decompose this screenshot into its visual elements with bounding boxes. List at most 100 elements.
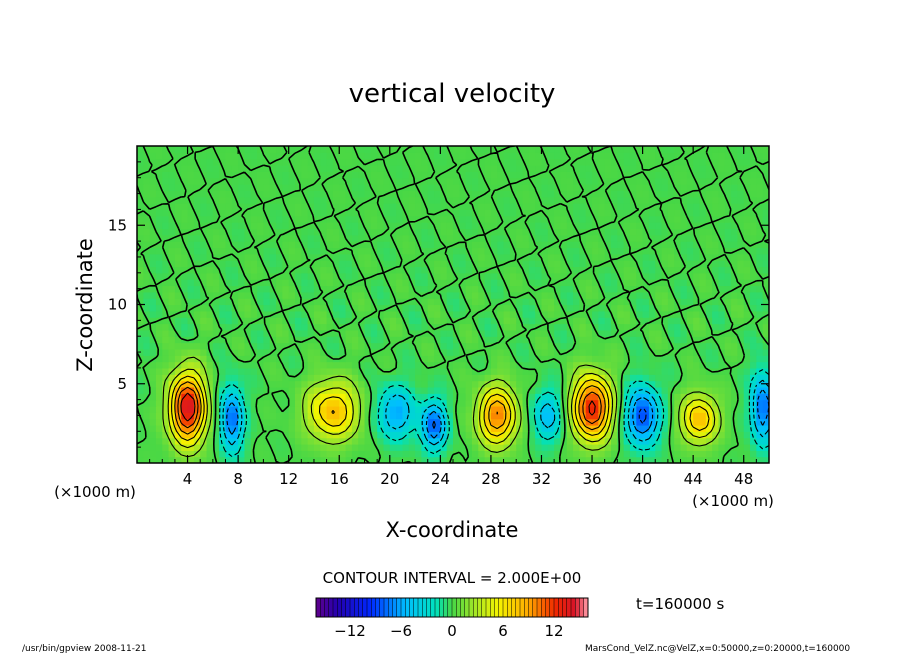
colorbar-segment	[507, 598, 512, 617]
x-tick-label: 8	[233, 470, 243, 488]
y-axis-ticks: 5 10 15	[108, 161, 769, 448]
colorbar-segment	[460, 598, 466, 617]
colorbar-segment	[456, 598, 461, 617]
contour-lines	[137, 146, 769, 463]
y-tick-label: 10	[108, 296, 127, 314]
colorbar-segment	[371, 598, 376, 617]
colorbar-segment	[384, 598, 389, 617]
colorbar-tick-label: 12	[544, 622, 563, 640]
colorbar-segment	[481, 598, 487, 617]
colorbar-segment	[439, 598, 444, 617]
colorbar-segment	[337, 598, 342, 617]
colorbar-segment	[473, 598, 478, 617]
contour-level	[174, 381, 606, 435]
velocity-field	[137, 146, 769, 463]
colorbar-segment	[367, 598, 372, 617]
x-tick-label: 20	[380, 470, 399, 488]
colorbar-segment	[405, 598, 410, 617]
x-unit-left: (×1000 m)	[54, 483, 136, 501]
colorbar-segment	[413, 598, 419, 617]
contour-interval-label: CONTOUR INTERVAL = 2.000E+00	[323, 569, 582, 587]
colorbar-segment	[350, 598, 355, 617]
colorbar-segment	[320, 598, 325, 617]
colorbar-segment	[324, 598, 330, 617]
x-axis-ticks: 4 8 12 16 20 24 28 32 36 40 44 48	[149, 146, 770, 488]
colorbar-segment	[464, 598, 470, 617]
x-axis-label: X-coordinate	[386, 518, 519, 542]
colorbar-segment	[430, 598, 436, 617]
y-tick-label: 15	[108, 216, 127, 234]
colorbar-segment	[477, 598, 483, 617]
x-tick-label: 36	[582, 470, 601, 488]
colorbar-segment	[545, 598, 551, 617]
colorbar-segment	[579, 598, 585, 617]
footer-left: /usr/bin/gpview 2008-11-21	[22, 644, 146, 654]
colorbar-segment	[566, 598, 572, 617]
contour-level	[222, 379, 769, 446]
colorbar-segment	[469, 598, 474, 617]
colorbar-segment	[409, 598, 415, 617]
colorbar-segment	[524, 598, 529, 617]
colorbar-segment	[452, 598, 457, 617]
colorbar-segment	[392, 598, 398, 617]
colorbar-segment	[498, 598, 504, 617]
colorbar-segment	[362, 598, 368, 617]
x-tick-label: 12	[279, 470, 298, 488]
colorbar-segment	[511, 598, 517, 617]
chart-title: vertical velocity	[349, 79, 556, 109]
x-tick-label: 40	[633, 470, 652, 488]
x-tick-label: 4	[183, 470, 193, 488]
colorbar-segment	[401, 598, 406, 617]
colorbar-segment	[528, 598, 534, 617]
colorbar-segment	[341, 598, 347, 617]
colorbar-segment	[554, 598, 559, 617]
colorbar-segment	[375, 598, 381, 617]
colorbar-segment	[558, 598, 563, 617]
colorbar-segment	[345, 598, 351, 617]
colorbar-segment	[418, 598, 423, 617]
colorbar-ticks: −12 −6 0 6 12	[334, 622, 563, 640]
colorbar-segment	[443, 598, 449, 617]
contour-level	[219, 369, 769, 457]
colorbar-segment	[515, 598, 521, 617]
contour-level	[167, 368, 716, 449]
x-tick-label: 44	[684, 470, 703, 488]
colorbar-tick-label: 0	[447, 622, 457, 640]
colorbar-tick-label: 6	[498, 622, 508, 640]
colorbar-segment	[379, 598, 385, 617]
colorbar-segment	[562, 598, 568, 617]
colorbar-segment	[520, 598, 525, 617]
colorbar-tick-label: −12	[334, 622, 366, 640]
colorbar-segment	[447, 598, 453, 617]
colorbar-segment	[571, 598, 576, 617]
x-unit-right: (×1000 m)	[692, 492, 774, 510]
colorbar-segment	[333, 598, 338, 617]
colorbar-tick-label: −6	[390, 622, 412, 640]
y-axis-label: Z-coordinate	[73, 238, 97, 372]
time-label: t=160000 s	[636, 595, 724, 613]
colorbar-segment	[532, 598, 538, 617]
colorbar-segment	[396, 598, 402, 617]
contour-level	[180, 392, 596, 422]
contour-level	[137, 146, 769, 463]
colorbar-segment	[503, 598, 508, 617]
colorbar-segment	[426, 598, 432, 617]
colorbar-frame	[315, 597, 589, 618]
colorbar-segment	[583, 598, 589, 617]
x-tick-label: 48	[734, 470, 753, 488]
contour-level	[177, 386, 602, 429]
colorbar	[316, 598, 589, 617]
footer-right: MarsCond_VelZ.nc@VelZ,x=0:50000,z=0:2000…	[585, 644, 850, 654]
colorbar-segment	[486, 598, 491, 617]
colorbar-segment	[328, 598, 334, 617]
contour-level	[171, 375, 710, 442]
colorbar-segment	[316, 598, 321, 617]
colorbar-segment	[435, 598, 440, 617]
colorbar-segment	[354, 598, 359, 617]
colorbar-segment	[494, 598, 500, 617]
colorbar-segment	[422, 598, 427, 617]
contour-level	[432, 406, 647, 429]
colorbar-segment	[537, 598, 542, 617]
y-tick-label: 5	[117, 375, 127, 393]
